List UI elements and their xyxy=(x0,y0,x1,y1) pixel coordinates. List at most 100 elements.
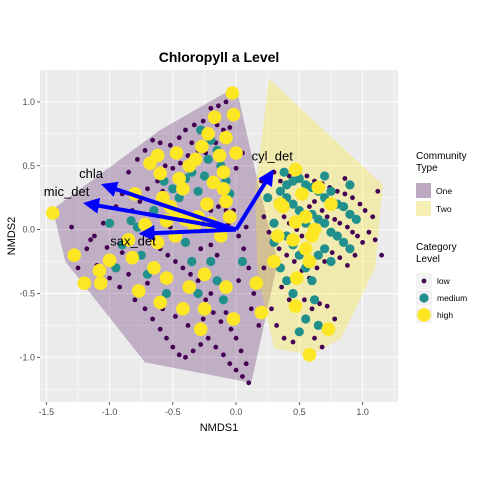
point-low xyxy=(173,314,178,319)
point-low xyxy=(332,316,338,322)
legend-label-high: high xyxy=(437,310,453,320)
point-medium xyxy=(320,171,330,181)
point-low xyxy=(350,195,355,201)
point-low xyxy=(164,335,169,341)
point-low xyxy=(208,291,214,296)
point-high xyxy=(182,280,197,294)
point-medium xyxy=(301,314,311,324)
point-low xyxy=(302,297,307,303)
point-low xyxy=(236,278,242,284)
legend-community-title: Community Type xyxy=(416,151,467,174)
point-low xyxy=(233,335,239,341)
point-high xyxy=(302,348,317,362)
y-tick-label: 0.5 xyxy=(22,161,35,171)
point-low xyxy=(256,323,262,328)
arrow-chla xyxy=(100,181,237,232)
point-low xyxy=(203,297,209,303)
point-low xyxy=(142,148,148,153)
point-high xyxy=(92,263,107,278)
point-medium xyxy=(288,199,298,209)
point-medium xyxy=(313,250,323,260)
point-high xyxy=(302,254,317,269)
point-medium xyxy=(279,167,289,177)
point-high xyxy=(207,110,222,124)
point-low xyxy=(375,188,381,194)
point-medium xyxy=(212,276,222,286)
point-low xyxy=(228,326,234,332)
point-high xyxy=(138,217,152,232)
point-low xyxy=(223,310,229,315)
point-high xyxy=(229,146,243,160)
arrow-label-cyl-det: cyl_det xyxy=(252,149,294,164)
point-high xyxy=(216,182,231,196)
point-high xyxy=(295,187,309,201)
point-high xyxy=(93,276,108,291)
legend-label-one: One xyxy=(436,186,452,196)
point-medium xyxy=(180,237,191,247)
point-low xyxy=(286,297,292,303)
point-high xyxy=(219,194,233,209)
point-high xyxy=(195,139,209,154)
point-medium xyxy=(282,276,292,286)
point-low xyxy=(176,135,182,141)
point-low xyxy=(180,265,186,271)
point-low xyxy=(84,246,90,252)
point-low xyxy=(170,165,176,171)
grid-lines xyxy=(40,70,398,402)
point-high xyxy=(197,302,212,316)
y-axis-title: NMDS2 xyxy=(6,217,18,256)
point-high xyxy=(45,206,60,220)
point-low xyxy=(360,240,365,245)
arrow-cyl-det xyxy=(234,169,274,231)
point-low xyxy=(241,246,247,252)
point-low xyxy=(183,354,188,360)
point-low xyxy=(345,263,350,268)
point-high xyxy=(286,233,300,247)
point-low xyxy=(145,280,150,286)
legend-label-two: Two xyxy=(436,204,452,214)
point-low xyxy=(150,137,156,143)
x-axis-title: NMDS1 xyxy=(200,422,239,434)
point-low xyxy=(135,157,140,162)
point-medium xyxy=(199,171,210,181)
point-low xyxy=(150,316,156,322)
point-medium xyxy=(288,288,298,299)
point-low xyxy=(299,233,305,239)
legend-key-bg xyxy=(416,183,431,198)
point-high xyxy=(172,171,186,186)
point-low xyxy=(271,169,277,175)
point-medium xyxy=(345,180,355,190)
point-low xyxy=(188,271,193,277)
point-low xyxy=(329,250,335,256)
point-low xyxy=(352,252,358,258)
point-low xyxy=(240,374,245,379)
point-low xyxy=(243,224,249,230)
point-high xyxy=(254,305,269,320)
point-low xyxy=(145,186,150,192)
x-tick-label: -1.0 xyxy=(102,407,118,417)
point-low xyxy=(372,237,378,243)
point-low xyxy=(119,250,125,256)
points-high xyxy=(45,86,338,362)
point-high xyxy=(226,107,241,122)
x-tick-label: 1.0 xyxy=(356,407,369,417)
vector-arrows xyxy=(83,169,274,242)
point-low xyxy=(357,201,363,207)
point-low xyxy=(332,217,338,222)
point-high xyxy=(131,284,146,298)
point-low xyxy=(117,284,123,290)
point-high xyxy=(159,271,174,285)
point-medium xyxy=(269,218,279,228)
point-medium xyxy=(307,276,317,286)
point-low xyxy=(75,265,81,271)
point-medium xyxy=(313,320,323,330)
point-low xyxy=(216,103,221,109)
point-high xyxy=(226,312,241,326)
arrow-label-mic-det: mic_det xyxy=(44,184,90,199)
point-medium xyxy=(206,256,216,267)
arrow-sax-det xyxy=(138,225,237,242)
point-medium xyxy=(294,327,304,337)
point-low xyxy=(317,301,322,307)
vector-labels: chla mic_det sax_det cyl_det xyxy=(44,149,293,249)
arrow-mic-det xyxy=(83,197,237,232)
